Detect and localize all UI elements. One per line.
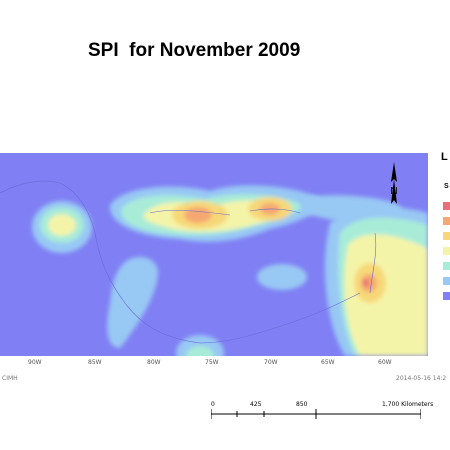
legend-swatch — [443, 217, 450, 225]
spi-map — [0, 153, 428, 356]
anomaly-west — [32, 201, 92, 253]
longitude-tick: 75W — [205, 359, 219, 366]
north-arrow-icon: N — [385, 160, 403, 208]
north-label: N — [390, 186, 397, 197]
legend-swatch — [443, 277, 450, 285]
scale-label: 0 — [211, 401, 215, 408]
legend-subheading: S — [444, 183, 449, 190]
scale-label: 850 — [296, 401, 307, 408]
longitude-tick: 85W — [88, 359, 102, 366]
legend-swatch — [443, 292, 450, 300]
anomaly-east — [325, 207, 428, 356]
scale-label: 1,700 Kilometers — [382, 401, 433, 408]
longitude-tick: 60W — [378, 359, 392, 366]
longitude-tick: 65W — [321, 359, 335, 366]
credit-right: 2014-05-16 14:2 — [396, 375, 446, 382]
longitude-tick: 70W — [264, 359, 278, 366]
scale-label: 425 — [250, 401, 261, 408]
legend-swatch — [443, 262, 450, 270]
longitude-tick: 90W — [28, 359, 42, 366]
legend-swatch — [443, 202, 450, 210]
credit-left: CIMH — [2, 375, 18, 382]
legend-swatch — [443, 232, 450, 240]
longitude-tick: 80W — [147, 359, 161, 366]
legend-swatch — [443, 247, 450, 255]
map-title: SPI for November 2009 — [88, 40, 300, 62]
legend-heading: L — [441, 151, 448, 163]
